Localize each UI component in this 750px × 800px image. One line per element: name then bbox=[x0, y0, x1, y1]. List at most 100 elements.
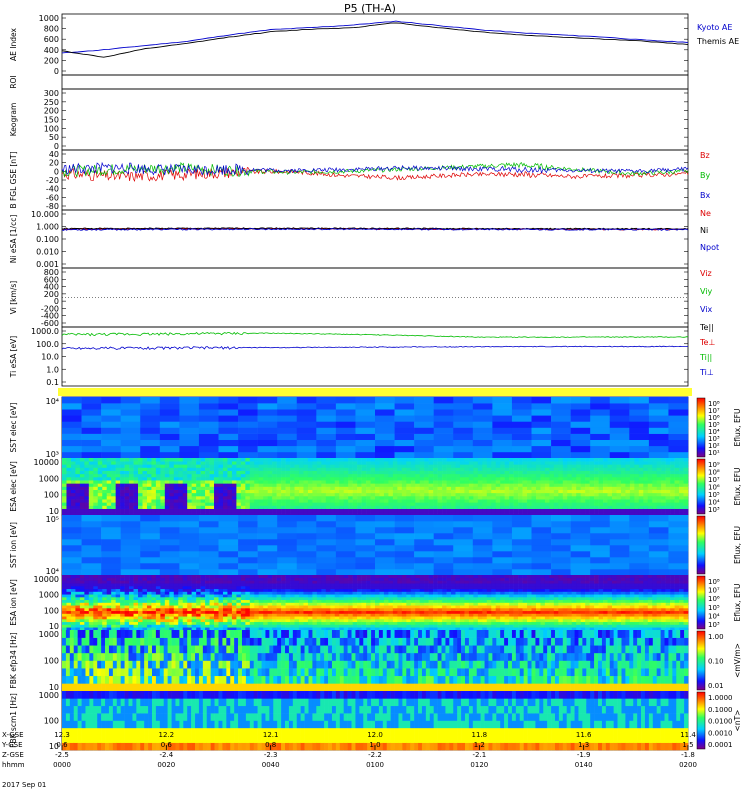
heatmap-cell bbox=[101, 439, 121, 447]
heatmap-cell bbox=[290, 464, 295, 468]
heatmap-cell bbox=[129, 502, 134, 506]
heatmap-cell bbox=[129, 467, 134, 471]
heatmap-cell bbox=[424, 480, 429, 484]
y-tick-label: 1000 bbox=[39, 474, 59, 483]
heatmap-cell bbox=[415, 511, 421, 516]
heatmap-cell bbox=[576, 496, 581, 500]
heatmap-cell bbox=[75, 499, 81, 503]
heatmap-cell bbox=[140, 521, 161, 528]
heatmap-cell bbox=[312, 608, 318, 612]
heatmap-cell bbox=[625, 467, 631, 471]
heatmap-cell bbox=[401, 508, 407, 513]
heatmap-cell bbox=[397, 583, 403, 587]
heatmap-cell bbox=[598, 492, 604, 497]
heatmap-cell bbox=[160, 508, 166, 513]
heatmap-cell bbox=[357, 599, 362, 603]
heatmap-cell bbox=[594, 470, 599, 475]
heatmap-cell bbox=[79, 499, 85, 503]
heatmap-cell bbox=[303, 480, 309, 484]
heatmap-cell bbox=[419, 483, 425, 487]
heatmap-cell bbox=[178, 608, 184, 612]
heatmap-cell bbox=[379, 575, 385, 579]
heatmap-cell bbox=[446, 461, 452, 465]
heatmap-cell bbox=[589, 458, 595, 462]
heatmap-cell bbox=[491, 499, 497, 503]
heatmap-cell bbox=[312, 580, 318, 584]
heatmap-cell bbox=[294, 499, 300, 503]
heatmap-cell bbox=[558, 489, 564, 494]
heatmap-cell bbox=[129, 580, 134, 584]
heatmap-cell bbox=[120, 421, 141, 428]
heatmap-cell bbox=[321, 624, 327, 628]
heatmap-cell bbox=[218, 599, 224, 603]
heatmap-cell bbox=[267, 461, 273, 465]
heatmap-cell bbox=[115, 610, 121, 614]
colorbar-tick-label: 10² bbox=[708, 442, 720, 450]
heatmap-cell bbox=[348, 470, 353, 475]
heatmap-cell bbox=[316, 433, 337, 440]
heatmap-cell bbox=[79, 586, 85, 590]
heatmap-cell bbox=[415, 496, 421, 500]
heatmap-cell bbox=[683, 508, 689, 513]
heatmap-cell bbox=[504, 499, 510, 503]
heatmap-cell bbox=[285, 588, 291, 592]
heatmap-cell bbox=[343, 608, 349, 612]
heatmap-cell bbox=[375, 619, 380, 623]
heatmap-cell bbox=[66, 473, 72, 478]
heatmap-cell bbox=[277, 433, 298, 440]
heatmap-cell bbox=[179, 563, 200, 570]
heatmap-cell bbox=[316, 545, 337, 552]
heatmap-cell bbox=[540, 461, 546, 465]
heatmap-cell bbox=[343, 594, 349, 598]
heatmap-cell bbox=[589, 486, 595, 490]
heatmap-cell bbox=[124, 489, 130, 494]
heatmap-cell bbox=[316, 470, 322, 475]
heatmap-cell bbox=[285, 602, 291, 606]
heatmap-cell bbox=[316, 583, 322, 587]
heatmap-cell bbox=[334, 492, 340, 497]
heatmap-cell bbox=[307, 597, 313, 601]
heatmap-cell bbox=[679, 492, 684, 497]
heatmap-cell bbox=[558, 511, 564, 516]
heatmap-cell bbox=[410, 505, 416, 509]
heatmap-cell bbox=[321, 621, 327, 625]
heatmap-cell bbox=[611, 477, 617, 481]
heatmap-cell bbox=[263, 499, 268, 503]
heatmap-cell bbox=[558, 492, 564, 497]
heatmap-cell bbox=[357, 577, 362, 581]
heatmap-cell bbox=[281, 480, 286, 484]
heatmap-cell bbox=[603, 508, 608, 513]
heatmap-cell bbox=[115, 594, 121, 598]
heatmap-cell bbox=[209, 586, 215, 590]
heatmap-cell bbox=[357, 473, 362, 478]
heatmap-cell bbox=[433, 515, 454, 522]
heatmap-cell bbox=[361, 505, 367, 509]
heatmap-cell bbox=[335, 415, 356, 422]
heatmap-cell bbox=[392, 464, 398, 468]
heatmap-cell bbox=[272, 608, 277, 612]
heatmap-cell bbox=[281, 627, 286, 631]
heatmap-cell bbox=[281, 496, 286, 500]
heatmap-cell bbox=[222, 588, 228, 592]
heatmap-cell bbox=[102, 621, 108, 625]
heatmap-cell bbox=[366, 508, 371, 513]
heatmap-cell bbox=[330, 508, 336, 513]
heatmap-cell bbox=[222, 591, 228, 595]
heatmap-cell bbox=[551, 451, 571, 459]
heatmap-cell bbox=[245, 458, 251, 462]
heatmap-cell bbox=[263, 458, 268, 462]
heatmap-cell bbox=[151, 605, 157, 609]
heatmap-cell bbox=[79, 473, 85, 478]
heatmap-cell bbox=[240, 577, 246, 581]
heatmap-cell bbox=[558, 502, 564, 506]
heatmap-cell bbox=[120, 627, 125, 631]
heatmap-cell bbox=[522, 461, 528, 465]
heatmap-cell bbox=[352, 621, 358, 625]
heatmap-cell bbox=[263, 577, 268, 581]
heatmap-cell bbox=[629, 397, 650, 404]
heatmap-cell bbox=[482, 496, 488, 500]
colorbar bbox=[696, 515, 706, 575]
heatmap-cell bbox=[294, 467, 300, 471]
heatmap-cell bbox=[160, 492, 166, 497]
heatmap-cell bbox=[79, 492, 85, 497]
